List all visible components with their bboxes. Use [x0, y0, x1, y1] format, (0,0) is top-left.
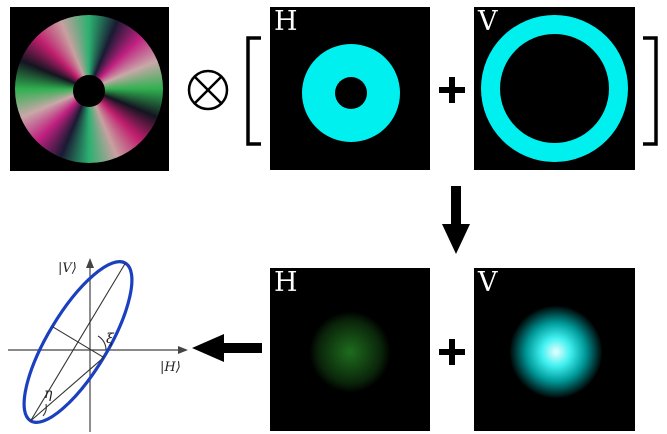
axis-h-arrowhead — [178, 346, 188, 354]
donut-hole — [335, 77, 367, 109]
axis-v-arrowhead — [86, 258, 94, 268]
polarization-ellipse-plot: |V⟩ |H⟩ ξ η — [8, 258, 188, 432]
bottom-panel-v: V — [474, 268, 635, 431]
top-panel-h: H — [270, 7, 430, 170]
panel-label-h: H — [274, 7, 298, 37]
green-spot — [310, 312, 390, 392]
axis-h-label: |H⟩ — [160, 360, 181, 375]
minor-axis-line — [52, 326, 104, 358]
bottom-panel-h: H — [270, 268, 430, 431]
eta-line — [30, 357, 105, 422]
arrow-left-icon — [192, 334, 262, 362]
panel-label-v-bottom: V — [478, 268, 498, 298]
plus-icon — [439, 77, 465, 103]
right-bracket — [643, 36, 658, 146]
eta-angle-arc — [42, 403, 47, 417]
eta-label: η — [44, 386, 53, 402]
left-bracket — [246, 36, 261, 146]
vortex-phase-plate — [10, 7, 169, 171]
panel-label-h-bottom: H — [274, 268, 298, 298]
xi-angle-arc — [97, 335, 107, 351]
color-wheel-hole — [73, 75, 105, 107]
panel-label-v: V — [478, 7, 498, 37]
axis-v-label: |V⟩ — [58, 261, 77, 276]
circled-times-icon — [187, 69, 229, 111]
xi-label: ξ — [106, 331, 115, 347]
top-panel-v: V — [474, 7, 635, 170]
plus-icon — [439, 339, 465, 365]
arrow-down-icon — [442, 186, 470, 254]
ring-hole — [500, 34, 609, 143]
cyan-spot — [510, 306, 602, 398]
